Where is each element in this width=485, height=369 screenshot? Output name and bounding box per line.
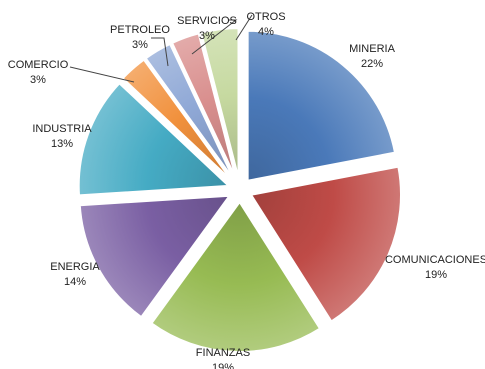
slice-label-energia: ENERGIA 14% [50,261,100,288]
slice-category-label: FINANZAS [196,347,250,359]
slice-label-comunicaciones: COMUNICACIONES 19% [385,254,485,281]
leader-line-servicios [191,19,238,55]
slice-percent-label: 22% [361,58,383,70]
slice-labels: MINERIA 22% COMUNICACIONES 19% FINANZAS 19% EN… [8,11,485,369]
pie-slice-industria [77,81,232,197]
leader-line-petroleo [151,37,169,67]
slice-label-mineria: MINERIA 22% [349,43,396,70]
slice-category-label: ENERGIA [50,261,100,273]
slice-label-industria: INDUSTRIA 13% [32,123,92,150]
pie-slice-energia [78,194,232,319]
slice-label-servicios: SERVICIOS 3% [177,15,237,42]
slice-category-label: SERVICIOS [177,15,237,27]
slice-label-petroleo: PETROLEO 3% [110,24,170,51]
pie-slice-servicios [170,32,237,180]
slice-percent-label: 14% [64,276,86,288]
pie-slice-mineria [246,29,397,182]
slice-category-label: MINERIA [349,43,396,55]
slice-percent-label: 13% [51,138,73,150]
slice-category-label: COMERCIO [8,59,69,71]
leader-lines [69,14,253,83]
slice-category-label: PETROLEO [110,24,170,36]
slice-percent-label: 4% [258,26,274,38]
pie-slice-finanzas [150,200,322,353]
slice-category-label: OTROS [246,11,285,23]
slice-percent-label: 19% [212,362,234,369]
pie-slices [77,27,403,353]
slice-percent-label: 3% [132,39,148,51]
pie-slice-comercio [121,58,233,182]
slice-category-label: COMUNICACIONES [385,254,485,266]
pie-slice-petroleo [144,42,235,181]
slice-percent-label: 3% [199,30,215,42]
pie-slice-comunicaciones [249,165,403,323]
leader-line-otros [235,14,253,41]
pie-slice-otros [199,27,240,179]
slice-percent-label: 19% [425,269,447,281]
slice-label-otros: OTROS 4% [246,11,285,38]
slice-percent-label: 3% [30,74,46,86]
leader-line-comercio [69,66,135,83]
slice-label-comercio: COMERCIO 3% [8,59,69,86]
slice-category-label: INDUSTRIA [32,123,92,135]
slice-label-finanzas: FINANZAS 19% [196,347,250,369]
